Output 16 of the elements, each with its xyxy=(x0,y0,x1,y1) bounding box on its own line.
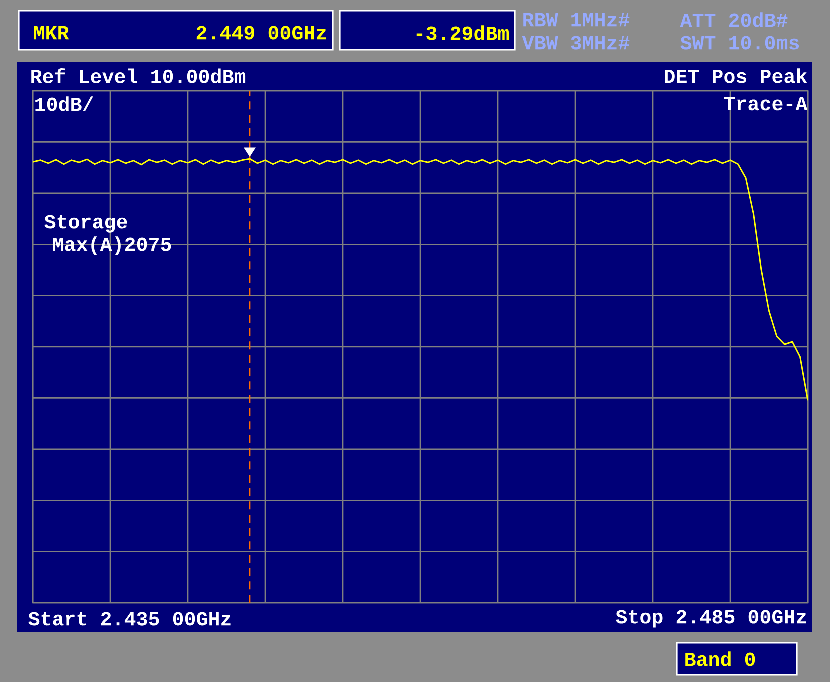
text: -3.29dBm xyxy=(416,26,509,40)
text: Stop 2.485 00GHz xyxy=(616,610,806,628)
annotation: Max(A)2075 xyxy=(53,236,172,256)
text: SWT 10.0ms xyxy=(680,36,800,50)
text: Ref Level 10.00dBm xyxy=(32,68,246,84)
annotation: Storage xyxy=(44,215,128,233)
text: RBW 1MHz# xyxy=(524,13,630,27)
text: VBW 3MHz# xyxy=(522,36,630,50)
text: DET Pos Peak xyxy=(665,68,808,84)
text: ATT 20dB# xyxy=(680,12,788,28)
text: 2.449 00GHz xyxy=(196,26,326,40)
text: Start 2.435 00GHz xyxy=(28,612,231,626)
text: MKR xyxy=(34,26,70,40)
text: Band 0 xyxy=(686,652,756,666)
text: 10dB/ xyxy=(36,96,94,112)
text: Trace-A xyxy=(724,97,808,111)
